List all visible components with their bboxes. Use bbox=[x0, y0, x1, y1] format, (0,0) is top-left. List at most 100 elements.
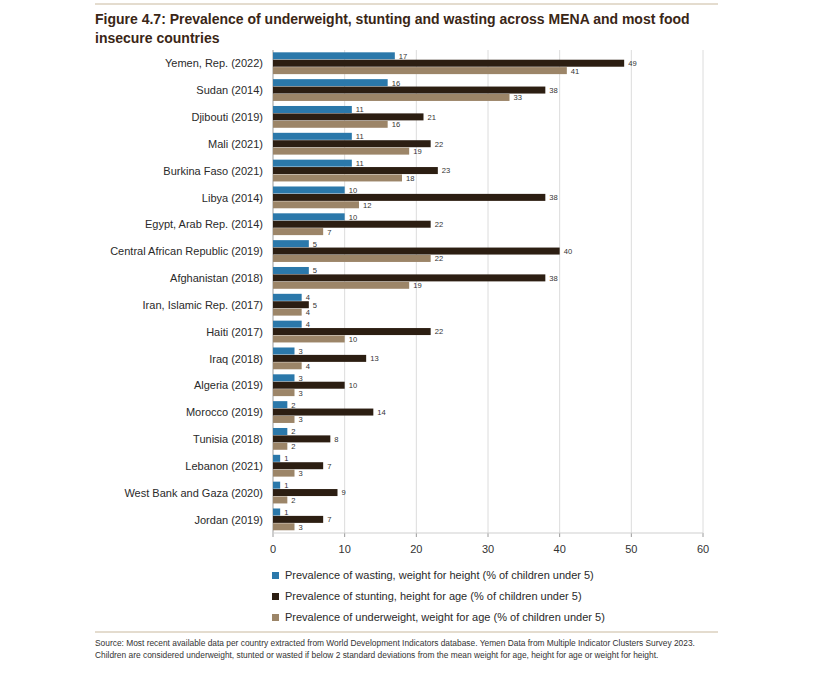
bar bbox=[273, 294, 302, 301]
data-label: 18 bbox=[406, 174, 414, 183]
bar bbox=[273, 374, 295, 381]
bar bbox=[273, 496, 287, 503]
legend-label: Prevalence of wasting, weight for height… bbox=[285, 569, 594, 581]
data-label: 5 bbox=[313, 240, 317, 249]
data-label: 9 bbox=[342, 488, 346, 497]
x-axis-line bbox=[273, 533, 703, 534]
bar bbox=[273, 409, 373, 416]
bars bbox=[273, 52, 624, 530]
data-label: 33 bbox=[514, 93, 522, 102]
bar bbox=[273, 455, 280, 462]
tick-label: 30 bbox=[482, 543, 494, 555]
tick-label: 50 bbox=[625, 543, 637, 555]
bar bbox=[273, 133, 352, 140]
data-label: 4 bbox=[306, 362, 310, 371]
bar bbox=[273, 267, 309, 274]
data-label: 7 bbox=[327, 515, 331, 524]
category-label: Morocco (2019) bbox=[186, 406, 263, 418]
tick-label: 20 bbox=[410, 543, 422, 555]
data-label: 2 bbox=[291, 442, 295, 451]
data-label: 4 bbox=[306, 293, 310, 302]
tick-mark bbox=[416, 533, 417, 537]
bar bbox=[273, 470, 295, 477]
tick-mark bbox=[488, 533, 489, 537]
bar bbox=[273, 443, 287, 450]
bar bbox=[273, 274, 545, 281]
data-label: 2 bbox=[291, 427, 295, 436]
data-label: 14 bbox=[377, 408, 385, 417]
tick-mark bbox=[273, 533, 274, 537]
category-label: Central African Republic (2019) bbox=[110, 245, 263, 257]
bar bbox=[273, 228, 323, 235]
bar bbox=[273, 248, 560, 255]
bar bbox=[273, 362, 302, 369]
data-label: 1 bbox=[284, 508, 288, 517]
category-label: Yemen, Rep. (2022) bbox=[165, 57, 263, 69]
category-label: Jordan (2019) bbox=[195, 514, 264, 526]
data-label: 22 bbox=[435, 220, 443, 229]
bar bbox=[273, 79, 388, 86]
bar bbox=[273, 106, 352, 113]
chart: 0102030405060Yemen, Rep. (2022)174941Sud… bbox=[0, 0, 814, 673]
bar bbox=[273, 52, 395, 59]
data-label: 1 bbox=[284, 481, 288, 490]
bar bbox=[273, 148, 409, 155]
bar bbox=[273, 347, 295, 354]
bar bbox=[273, 201, 359, 208]
data-label: 38 bbox=[549, 193, 557, 202]
data-label: 4 bbox=[306, 308, 310, 317]
category-label: Sudan (2014) bbox=[196, 84, 263, 96]
category-label: Iraq (2018) bbox=[209, 353, 263, 365]
tick-mark bbox=[344, 533, 345, 537]
bar bbox=[273, 174, 402, 181]
data-label: 41 bbox=[571, 67, 579, 76]
data-label: 3 bbox=[299, 523, 303, 532]
grid-line bbox=[559, 50, 560, 533]
data-label: 21 bbox=[428, 113, 436, 122]
bar bbox=[273, 401, 287, 408]
tick-mark bbox=[559, 533, 560, 537]
grid-line bbox=[703, 50, 704, 533]
category-label: Haiti (2017) bbox=[206, 326, 263, 338]
data-label: 10 bbox=[349, 213, 357, 222]
data-label: 13 bbox=[370, 354, 378, 363]
bar bbox=[273, 428, 287, 435]
data-label: 10 bbox=[349, 186, 357, 195]
data-label: 11 bbox=[356, 132, 364, 141]
tick-label: 60 bbox=[697, 543, 709, 555]
category-label: Egypt, Arab Rep. (2014) bbox=[145, 218, 263, 230]
grid bbox=[273, 50, 703, 537]
bar bbox=[273, 113, 424, 120]
data-label: 3 bbox=[299, 389, 303, 398]
data-label: 3 bbox=[299, 469, 303, 478]
data-label: 22 bbox=[435, 327, 443, 336]
bar bbox=[273, 194, 545, 201]
legend-swatch bbox=[272, 614, 279, 621]
data-label: 2 bbox=[291, 401, 295, 410]
grid-line bbox=[631, 50, 632, 533]
tick-mark bbox=[631, 533, 632, 537]
bar bbox=[273, 67, 567, 74]
data-label: 19 bbox=[413, 147, 421, 156]
bar bbox=[273, 282, 409, 289]
bar bbox=[273, 435, 330, 442]
data-label: 17 bbox=[399, 52, 407, 61]
title: Figure 4.7: Prevalence of underweight, s… bbox=[95, 10, 695, 48]
category-label: Djibouti (2019) bbox=[191, 111, 263, 123]
category-label: Iran, Islamic Rep. (2017) bbox=[143, 299, 263, 311]
data-label: 49 bbox=[628, 59, 636, 68]
category-label: Mali (2021) bbox=[208, 138, 263, 150]
bar bbox=[273, 389, 295, 396]
bar bbox=[273, 255, 431, 262]
data-label: 10 bbox=[349, 335, 357, 344]
bar bbox=[273, 489, 338, 496]
category-label: Tunisia (2018) bbox=[193, 433, 263, 445]
category-label: West Bank and Gaza (2020) bbox=[124, 487, 263, 499]
legend-label: Prevalence of stunting, height for age (… bbox=[285, 590, 582, 602]
bar bbox=[273, 121, 388, 128]
bar bbox=[273, 321, 302, 328]
legend: Prevalence of wasting, weight for height… bbox=[272, 569, 605, 623]
data-label: 11 bbox=[356, 105, 364, 114]
data-label: 5 bbox=[313, 301, 317, 310]
tick-mark bbox=[703, 533, 704, 537]
